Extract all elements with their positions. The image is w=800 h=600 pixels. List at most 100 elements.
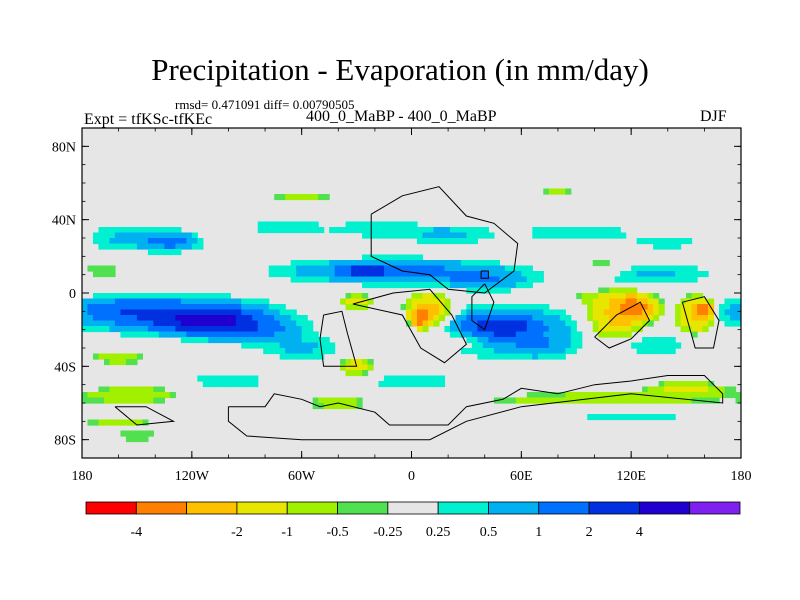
field-cell [98, 315, 105, 322]
field-cell [285, 320, 292, 327]
field-cell [395, 271, 402, 278]
field-cell [576, 397, 583, 404]
field-cell [455, 271, 462, 278]
field-cell [241, 331, 248, 338]
field-cell [307, 342, 314, 349]
field-cell [384, 221, 391, 228]
field-cell [532, 392, 539, 399]
field-cell [532, 331, 539, 338]
field-cell [466, 331, 473, 338]
field-cell [109, 293, 116, 300]
field-cell [109, 392, 116, 399]
field-cell [219, 298, 226, 305]
field-cell [730, 309, 737, 316]
field-cell [559, 331, 566, 338]
field-cell [362, 370, 369, 377]
x-tick-label: 60W [288, 469, 316, 484]
field-cell [351, 276, 358, 283]
field-cell [416, 326, 424, 333]
field-cell [719, 386, 726, 393]
field-cell [433, 271, 440, 278]
field-cell [345, 370, 352, 377]
field-cell [158, 320, 165, 327]
field-cell [351, 370, 358, 377]
field-cell [559, 320, 566, 327]
field-cell [263, 227, 270, 234]
field-cell [433, 265, 440, 272]
field-cell [664, 392, 671, 399]
field-cell [142, 397, 149, 404]
field-cell [389, 265, 396, 272]
field-cell [620, 293, 627, 300]
field-cell [202, 315, 209, 322]
field-cell [224, 326, 231, 333]
field-cell [460, 348, 468, 355]
field-cell [532, 232, 539, 239]
field-cell [625, 276, 632, 283]
field-cell [351, 397, 358, 404]
field-cell [356, 397, 363, 404]
field-cell [482, 309, 489, 316]
field-cell [82, 397, 89, 404]
field-cell [460, 227, 468, 234]
field-cell [724, 320, 731, 327]
field-cell [296, 342, 303, 349]
field-cell [131, 386, 138, 393]
field-cell [576, 293, 583, 300]
field-cell [285, 271, 292, 278]
field-cell [444, 276, 451, 283]
field-cell [488, 326, 495, 333]
field-cell [631, 298, 638, 305]
field-cell [290, 227, 297, 234]
field-cell [301, 227, 308, 234]
field-cell [351, 364, 358, 371]
field-cell [532, 320, 539, 327]
field-cell [653, 304, 660, 311]
field-cell [631, 271, 638, 278]
field-cell [87, 320, 94, 327]
field-cell [301, 342, 308, 349]
field-cell [213, 293, 220, 300]
field-cell [471, 238, 478, 245]
field-cell [658, 381, 665, 388]
field-cell [686, 309, 693, 316]
field-cell [103, 326, 111, 333]
field-cell [438, 304, 446, 311]
field-cell [466, 326, 473, 333]
field-cell [422, 304, 429, 311]
field-cell [109, 238, 116, 245]
field-cell [147, 238, 154, 245]
field-cell [373, 265, 380, 272]
field-cell [691, 381, 698, 388]
field-cell [87, 419, 94, 426]
field-cell [658, 397, 665, 404]
field-cell [664, 414, 671, 421]
field-cell [114, 243, 122, 250]
field-cell [279, 348, 286, 355]
field-cell [587, 232, 594, 239]
field-cell [114, 386, 122, 393]
field-cell [576, 227, 583, 234]
field-cell [164, 238, 171, 245]
field-cell [131, 359, 138, 366]
field-cell [510, 309, 517, 316]
field-cell [686, 271, 693, 278]
field-cell [609, 293, 616, 300]
field-cell [411, 381, 418, 388]
field-cell [636, 326, 643, 333]
field-cell [488, 287, 495, 294]
field-cell [213, 309, 220, 316]
field-cell [400, 271, 407, 278]
precip-field [82, 128, 741, 458]
field-cell [395, 221, 402, 228]
field-cell [658, 348, 665, 355]
field-cell [241, 326, 248, 333]
field-cell [455, 282, 462, 289]
field-cell [180, 309, 187, 316]
field-cell [202, 309, 209, 316]
field-cell [631, 326, 638, 333]
field-cell [153, 326, 160, 333]
field-cell [224, 293, 231, 300]
field-cell [532, 276, 539, 283]
field-cell [98, 265, 105, 272]
